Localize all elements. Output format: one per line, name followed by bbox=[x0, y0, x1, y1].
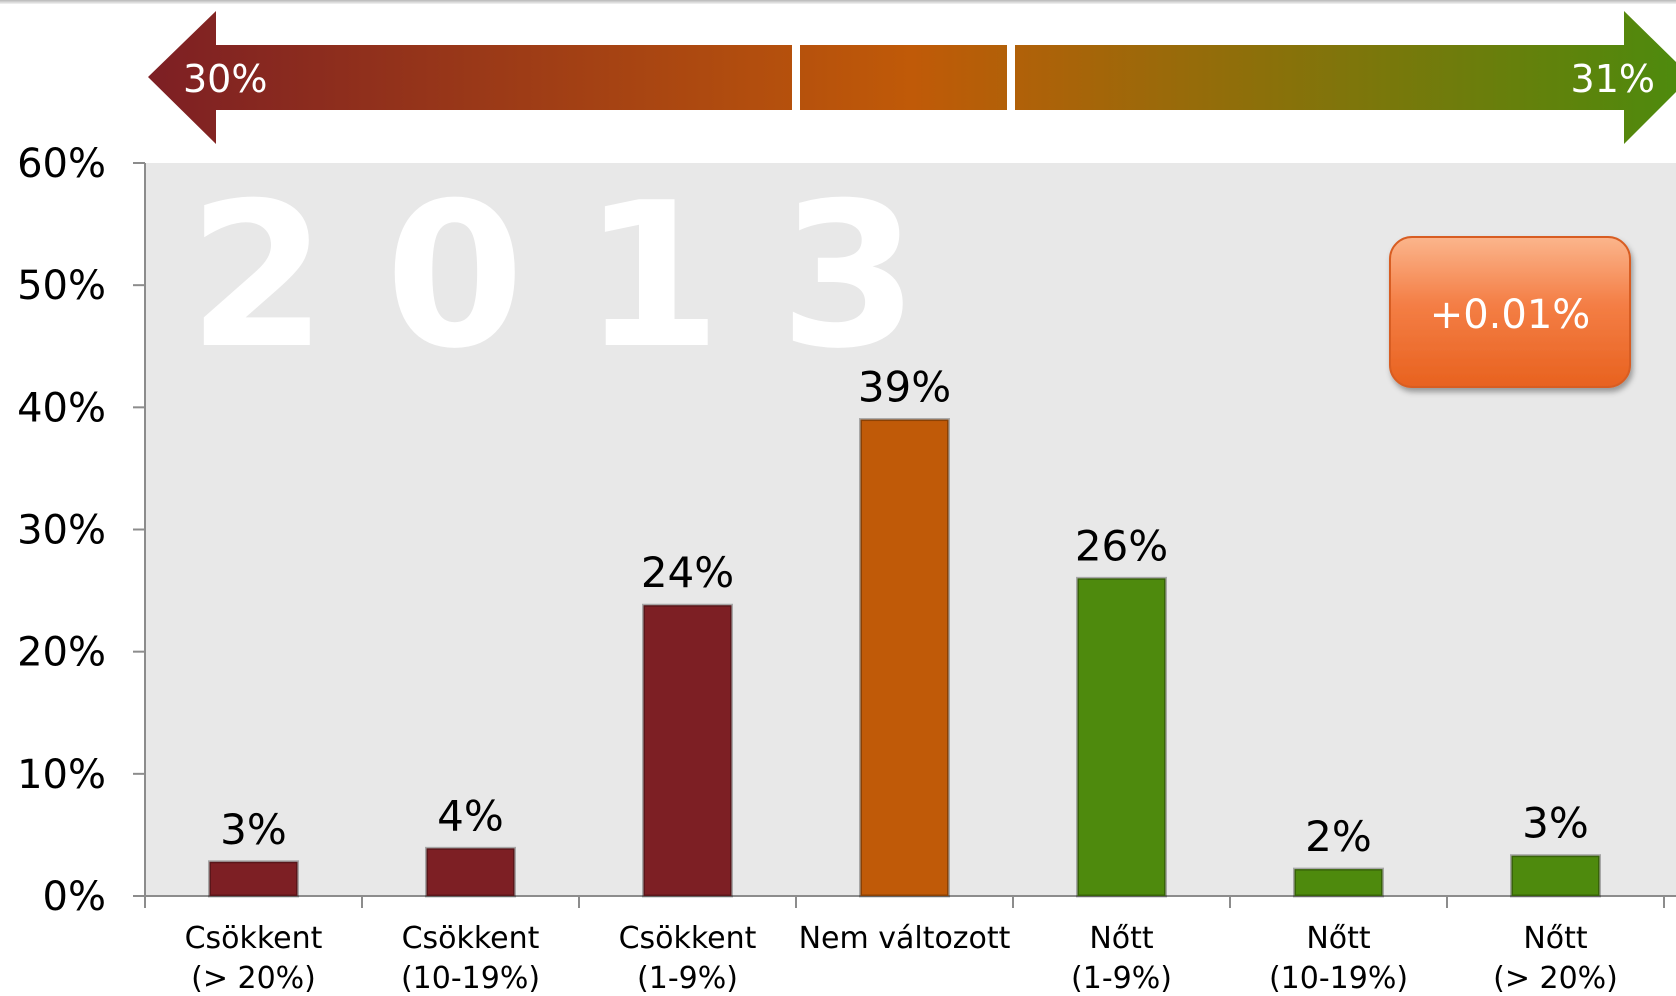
delta-badge-box bbox=[1389, 236, 1631, 388]
category-label: (> 20%) bbox=[1493, 961, 1618, 996]
category-label: Csökkent bbox=[402, 921, 540, 956]
value-labels: 3% 4% 24% 39% 26% 2% 3% bbox=[220, 363, 1589, 862]
category-labels: Csökkent (> 20%) Csökkent (10-19%) Csökkent (… bbox=[185, 921, 1618, 996]
bar bbox=[1076, 576, 1167, 898]
banner-left-label: 30% bbox=[183, 57, 267, 101]
bar-value-label: 2% bbox=[1305, 812, 1372, 861]
bars bbox=[208, 418, 1601, 898]
banner-divider-left bbox=[792, 40, 800, 115]
y-tick-label: 0% bbox=[43, 874, 106, 920]
category-label: (> 20%) bbox=[191, 961, 316, 996]
y-tick-label: 20% bbox=[17, 630, 106, 676]
bar-value-label: 4% bbox=[437, 791, 504, 840]
top-rule bbox=[0, 0, 1676, 4]
bar-value-label: 26% bbox=[1075, 521, 1168, 570]
bar bbox=[642, 603, 733, 898]
bar bbox=[1510, 854, 1601, 898]
bar-value-label: 39% bbox=[858, 363, 951, 412]
x-axis-ticks bbox=[144, 896, 1665, 908]
double-arrow-shape bbox=[148, 11, 1676, 144]
category-label: Nőtt bbox=[1089, 921, 1154, 956]
y-axis-ticks: 0% 10% 20% 30% 40% 50% 60% bbox=[17, 141, 145, 920]
delta-badge bbox=[1389, 236, 1631, 388]
bar bbox=[208, 860, 299, 898]
category-label: Nem változott bbox=[799, 921, 1011, 956]
category-label: Nőtt bbox=[1523, 921, 1588, 956]
bar-value-label: 3% bbox=[1522, 799, 1589, 848]
y-tick-label: 60% bbox=[17, 141, 106, 187]
y-tick-label: 10% bbox=[17, 752, 106, 798]
banner-arrow: 30% 31% bbox=[148, 11, 1676, 144]
bar bbox=[859, 418, 950, 898]
banner-right-label: 31% bbox=[1571, 57, 1655, 101]
category-label: Nőtt bbox=[1306, 921, 1371, 956]
bar bbox=[1293, 867, 1384, 898]
category-label: Csökkent bbox=[619, 921, 757, 956]
y-tick-label: 50% bbox=[17, 263, 106, 309]
bar-value-label: 24% bbox=[641, 548, 734, 597]
bar bbox=[425, 846, 516, 898]
category-label: Csökkent bbox=[185, 921, 323, 956]
y-tick-label: 30% bbox=[17, 508, 106, 554]
bar-value-label: 3% bbox=[220, 805, 287, 854]
category-label: (1-9%) bbox=[1071, 961, 1172, 996]
category-label: (10-19%) bbox=[1269, 961, 1408, 996]
year-watermark: 2013 bbox=[188, 160, 977, 393]
category-label: (10-19%) bbox=[401, 961, 540, 996]
banner-divider-right bbox=[1007, 40, 1015, 115]
delta-badge-label: +0.01% bbox=[1430, 292, 1591, 338]
y-tick-label: 40% bbox=[17, 385, 106, 431]
category-label: (1-9%) bbox=[637, 961, 738, 996]
